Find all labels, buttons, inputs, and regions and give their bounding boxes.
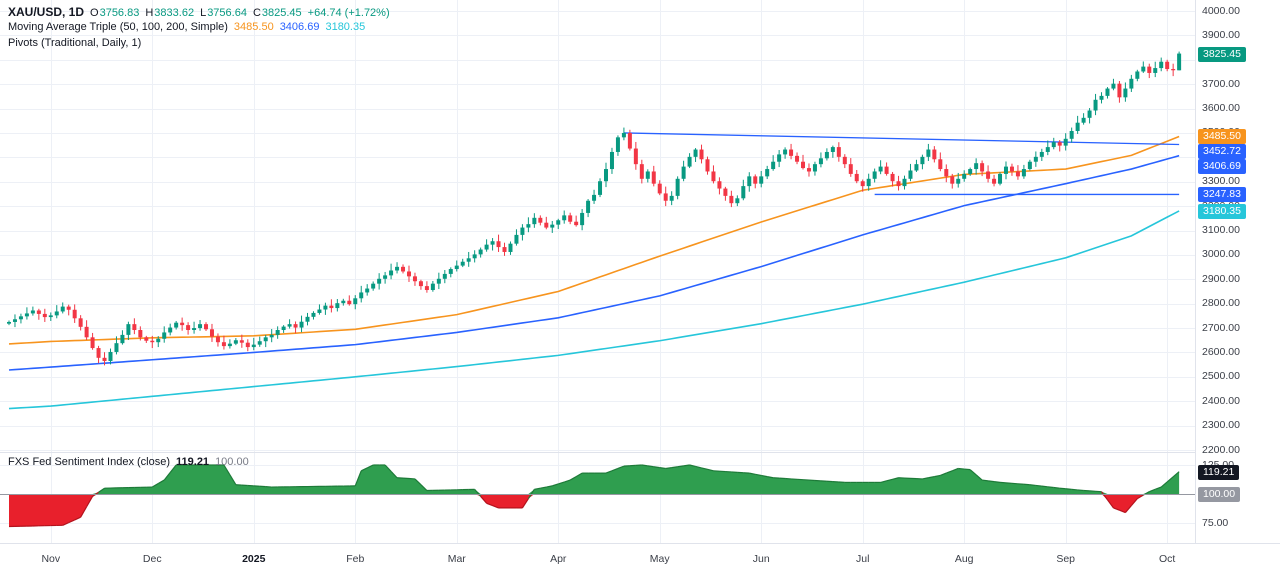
ma50-value: 3485.50	[233, 21, 274, 33]
time-label-apr: Apr	[550, 553, 567, 565]
low-value: 3756.64	[207, 7, 247, 19]
high-label: H	[145, 7, 154, 19]
price-tick-label: 2300.00	[1202, 419, 1240, 432]
change-value: +64.74 (+1.72%)	[307, 7, 390, 19]
time-label-oct: Oct	[1159, 553, 1176, 565]
open-value: 3756.83	[99, 7, 140, 19]
price-tick-label: 2700.00	[1202, 321, 1240, 334]
pivot-upper-badge: 3452.72	[1198, 144, 1246, 160]
price-tick-label: 2900.00	[1202, 272, 1240, 285]
symbol-legend-row[interactable]: XAU/USD, 1D O3756.83 H3833.62 L3756.64 C…	[8, 5, 390, 21]
pivots-indicator-title: Pivots (Traditional, Daily, 1)	[8, 37, 142, 49]
price-tick-label: 2400.00	[1202, 394, 1240, 407]
price-chart-canvas[interactable]	[0, 0, 1195, 543]
time-label-2025: 2025	[242, 553, 266, 565]
time-label-sep: Sep	[1056, 553, 1076, 565]
ohlc-high: H3833.62	[145, 7, 194, 19]
sentiment-last-badge: 119.21	[1198, 464, 1240, 480]
time-label-dec: Dec	[142, 553, 162, 565]
indicator-tick-label: 75.00	[1202, 516, 1229, 529]
time-label-aug: Aug	[954, 553, 974, 565]
price-axis[interactable]: 4000.003900.003800.003700.003600.003500.…	[1195, 0, 1280, 543]
time-label-feb: Feb	[346, 553, 365, 565]
sentiment-last-value: 119.21	[176, 456, 210, 468]
pivot-lower-badge: 3247.83	[1198, 187, 1246, 203]
high-value: 3833.62	[154, 7, 195, 19]
price-tick-label: 3100.00	[1202, 224, 1240, 236]
sentiment-baseline-badge: 100.00	[1198, 487, 1241, 502]
ohlc-low: L3756.64	[200, 7, 247, 19]
close-label: C	[252, 7, 261, 19]
pivots-legend-row[interactable]: Pivots (Traditional, Daily, 1)	[8, 37, 390, 53]
symbol-title: XAU/USD, 1D	[8, 5, 85, 19]
price-tick-label: 3600.00	[1202, 102, 1240, 115]
sentiment-legend-row[interactable]: FXS Fed Sentiment Index (close) 119.21 1…	[8, 456, 249, 472]
ma-indicator-title: Moving Average Triple (50, 100, 200, Sim…	[8, 21, 228, 33]
ohlc-close: C3825.45	[253, 7, 302, 19]
ma100-badge: 3406.69	[1198, 159, 1246, 175]
price-tick-label: 4000.00	[1202, 4, 1240, 17]
ma50-badge: 3485.50	[1198, 129, 1246, 145]
ma200-badge: 3180.35	[1198, 203, 1246, 219]
time-label-nov: Nov	[41, 553, 61, 565]
time-label-jun: Jun	[752, 553, 770, 565]
last-price-badge: 3825.45	[1198, 46, 1246, 62]
price-tick-label: 3300.00	[1202, 175, 1240, 188]
time-label-may: May	[649, 553, 670, 565]
ma200-value: 3180.35	[325, 21, 366, 33]
low-label: L	[200, 7, 207, 19]
ohlc-open: O3756.83	[90, 7, 139, 19]
price-tick-label: 2800.00	[1202, 297, 1240, 310]
price-tick-label: 2600.00	[1202, 345, 1240, 358]
ma100-value: 3406.69	[279, 21, 320, 33]
ma-legend-row[interactable]: Moving Average Triple (50, 100, 200, Sim…	[8, 21, 390, 37]
price-tick-label: 2200.00	[1202, 443, 1240, 456]
close-value: 3825.45	[261, 7, 302, 19]
price-tick-label: 3000.00	[1202, 248, 1240, 261]
sentiment-baseline-value: 100.00	[215, 456, 249, 468]
time-label-jul: Jul	[855, 553, 870, 565]
legend: XAU/USD, 1D O3756.83 H3833.62 L3756.64 C…	[8, 5, 390, 53]
price-tick-label: 3700.00	[1202, 77, 1240, 90]
price-tick-label: 2500.00	[1202, 370, 1240, 383]
open-label: O	[90, 7, 99, 19]
time-axis[interactable]: Nov Dec 2025 Feb Mar Apr May Jun Jul Aug Sep Oct	[0, 543, 1280, 578]
price-tick-label: 3900.00	[1202, 28, 1240, 41]
sentiment-indicator-title: FXS Fed Sentiment Index (close)	[8, 456, 171, 468]
time-label-mar: Mar	[447, 553, 466, 565]
